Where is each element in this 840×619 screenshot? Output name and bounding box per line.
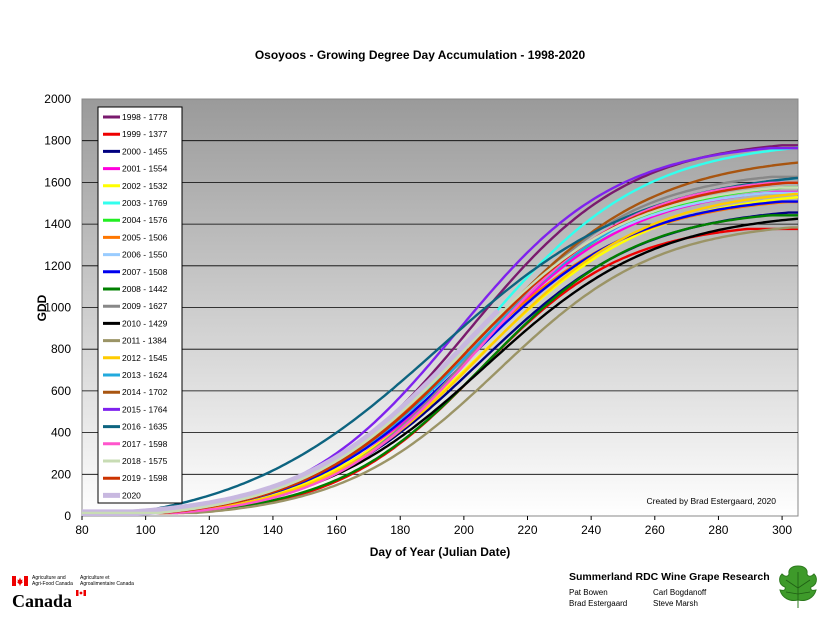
- x-tick-label: 80: [75, 523, 89, 537]
- agency-name-en: Agriculture and Agri-Food Canada: [32, 575, 73, 587]
- y-axis-label: GDD: [35, 294, 49, 321]
- x-tick-label: 220: [517, 523, 537, 537]
- person-pat-bowen: Pat Bowen: [569, 588, 608, 597]
- aafc-signature: Agriculture and Agri-Food Canada Agricul…: [12, 575, 172, 615]
- y-tick-label: 0: [64, 509, 71, 523]
- legend-label: 2019 - 1598: [122, 473, 168, 483]
- research-credits: Summerland RDC Wine Grape Research Pat B…: [569, 571, 779, 615]
- legend-label: 2014 - 1702: [122, 387, 168, 397]
- legend-label: 2002 - 1532: [122, 181, 168, 191]
- legend-label: 2012 - 1545: [122, 353, 168, 363]
- legend-label: 2005 - 1506: [122, 232, 168, 242]
- canada-flag-icon: [12, 576, 28, 586]
- x-tick-label: 300: [772, 523, 792, 537]
- x-tick-label: 260: [645, 523, 665, 537]
- y-tick-label: 800: [51, 342, 71, 356]
- x-tick-label: 120: [199, 523, 219, 537]
- legend-label: 2003 - 1769: [122, 198, 168, 208]
- grape-leaf-icon: [779, 565, 817, 608]
- y-tick-label: 1600: [44, 175, 71, 189]
- y-axis-ticks: 0 200 400 600 800 1000 1200 1400 1600 1800 2000: [44, 92, 71, 523]
- x-tick-label: 240: [581, 523, 601, 537]
- legend-label: 2020: [122, 490, 141, 500]
- series-line: [82, 308, 502, 516]
- series-lines: [82, 144, 798, 516]
- person-steve-marsh: Steve Marsh: [653, 599, 698, 608]
- series-line: [82, 186, 798, 515]
- legend-label: 2006 - 1550: [122, 250, 168, 260]
- y-tick-label: 200: [51, 467, 71, 481]
- legend-label: 2018 - 1575: [122, 456, 168, 466]
- research-title: Summerland RDC Wine Grape Research: [569, 571, 770, 583]
- legend-label: 1998 - 1778: [122, 112, 168, 122]
- legend-label: 2011 - 1384: [122, 336, 167, 346]
- gridlines: [82, 140, 798, 475]
- legend-label: 2000 - 1455: [122, 146, 168, 156]
- y-tick-label: 1800: [44, 134, 71, 148]
- y-tick-label: 2000: [44, 92, 71, 106]
- canada-wordmark: Canada: [12, 591, 73, 611]
- x-tick-label: 180: [390, 523, 410, 537]
- x-tick-label: 100: [136, 523, 156, 537]
- agency-name-fr: Agriculture et Agroalimentaire Canada: [80, 575, 134, 587]
- legend-label: 2009 - 1627: [122, 301, 168, 311]
- person-carl-bogdanoff: Carl Bogdanoff: [653, 588, 707, 597]
- series-line: [82, 226, 798, 515]
- x-tick-label: 160: [327, 523, 347, 537]
- legend-label: 2016 - 1635: [122, 422, 168, 432]
- chart-title: Osoyoos - Growing Degree Day Accumulatio…: [255, 48, 586, 62]
- x-tick-label: 280: [708, 523, 728, 537]
- legend-label: 2015 - 1764: [122, 404, 168, 414]
- legend-label: 2007 - 1508: [122, 267, 168, 277]
- x-axis-label: Day of Year (Julian Date): [370, 545, 511, 559]
- legend: 1998 - 1778 1999 - 1377 2000 - 1455 2001 - …: [97, 106, 183, 504]
- legend-label: 2017 - 1598: [122, 439, 168, 449]
- y-tick-label: 1400: [44, 217, 71, 231]
- x-tick-label: 140: [263, 523, 283, 537]
- legend-label: 1999 - 1377: [122, 129, 168, 139]
- y-tick-label: 400: [51, 426, 71, 440]
- legend-label: 2001 - 1554: [122, 164, 168, 174]
- legend-label: 2013 - 1624: [122, 370, 168, 380]
- chart-annotation: Created by Brad Estergaard, 2020: [647, 496, 777, 506]
- wordmark-flag-icon: [76, 590, 86, 596]
- y-tick-label: 1000: [44, 301, 71, 315]
- x-tick-label: 200: [454, 523, 474, 537]
- legend-label: 2010 - 1429: [122, 318, 168, 328]
- y-tick-label: 1200: [44, 259, 71, 273]
- y-tick-label: 600: [51, 384, 71, 398]
- series-line: [82, 181, 798, 515]
- legend-label: 2008 - 1442: [122, 284, 168, 294]
- person-brad-estergaard: Brad Estergaard: [569, 599, 628, 608]
- x-axis-ticks: 80 100 120 140 160 180 200 220 240 260 280 300: [75, 516, 792, 537]
- legend-label: 2004 - 1576: [122, 215, 168, 225]
